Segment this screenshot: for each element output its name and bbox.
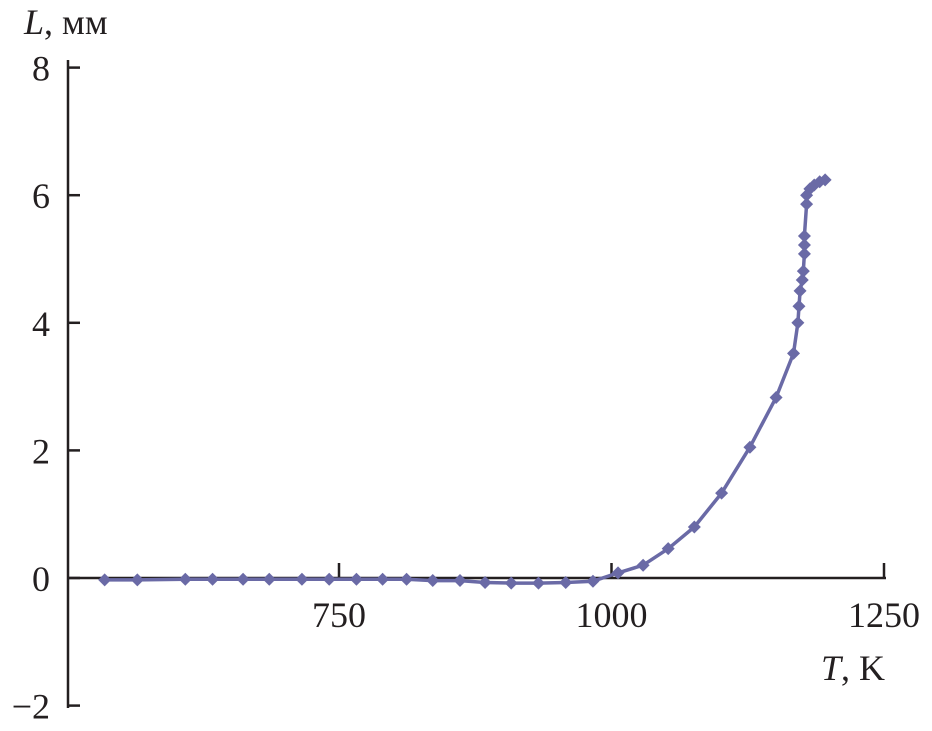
data-point — [797, 229, 811, 243]
data-point — [743, 440, 757, 454]
data-point — [559, 575, 573, 589]
data-point — [426, 574, 440, 588]
y-tick-label: 4 — [32, 304, 50, 344]
axes — [66, 60, 886, 708]
x-tick-label: 1000 — [576, 595, 648, 635]
data-point — [295, 572, 309, 586]
data-point — [818, 173, 832, 187]
x-tick-label: 750 — [312, 595, 366, 635]
data-point — [687, 520, 701, 534]
data-point — [791, 316, 805, 330]
data-point — [787, 346, 801, 360]
y-tick-label: 2 — [32, 431, 50, 471]
y-axis-label-unit: , мм — [44, 2, 108, 42]
data-point — [796, 264, 810, 278]
data-point — [478, 575, 492, 589]
y-axis-label: L, мм — [23, 2, 108, 42]
data-point — [611, 566, 625, 580]
data-point — [661, 542, 675, 556]
data-point — [504, 576, 518, 590]
data-point — [715, 486, 729, 500]
series — [98, 173, 832, 590]
data-point — [795, 273, 809, 287]
data-point — [400, 572, 414, 586]
y-tick-label: 6 — [32, 176, 50, 216]
data-point — [800, 197, 814, 211]
data-point — [586, 574, 600, 588]
data-point — [178, 572, 192, 586]
y-tick-label: 8 — [32, 49, 50, 89]
x-ticks: 750 1000 1250 — [312, 563, 920, 635]
x-axis-label-var: T — [821, 648, 844, 688]
data-point — [453, 574, 467, 588]
data-point — [130, 573, 144, 587]
y-tick-label: 0 — [32, 559, 50, 599]
data-point — [376, 572, 390, 586]
data-point — [797, 247, 811, 261]
data-point — [236, 572, 250, 586]
data-point — [98, 573, 112, 587]
data-point — [322, 572, 336, 586]
x-tick-label: 1250 — [848, 595, 920, 635]
series-line — [104, 178, 826, 585]
data-point — [349, 572, 363, 586]
data-point — [206, 572, 220, 586]
data-point — [636, 558, 650, 572]
data-point — [797, 238, 811, 252]
data-point — [262, 572, 276, 586]
data-point — [531, 576, 545, 590]
data-point — [793, 284, 807, 298]
data-point — [769, 390, 783, 404]
x-axis-label-unit: , K — [841, 648, 885, 688]
data-point — [792, 299, 806, 313]
y-tick-label: −2 — [12, 687, 50, 727]
x-axis-label: T, K — [821, 648, 885, 688]
y-ticks: 8 6 4 2 0 −2 — [12, 49, 80, 727]
y-axis-label-var: L — [23, 2, 44, 42]
